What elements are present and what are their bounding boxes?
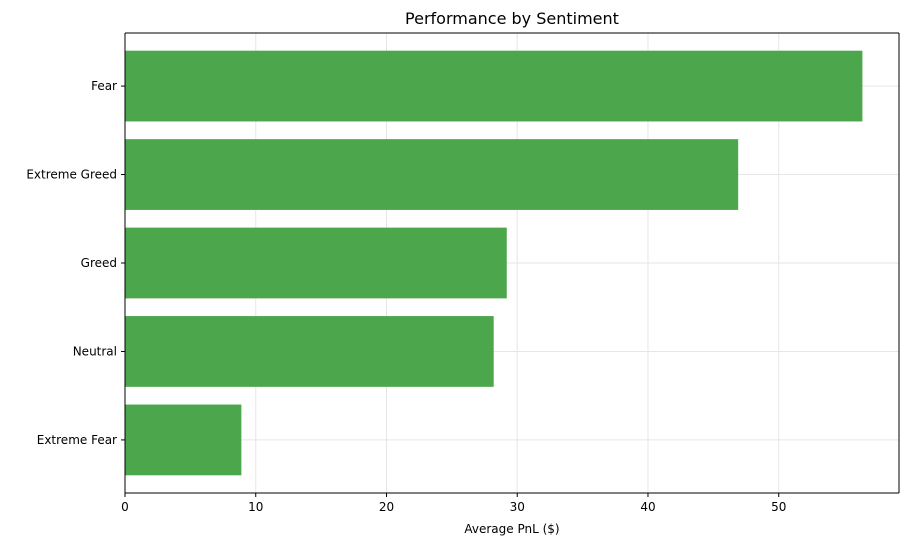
- y-tick-label: Greed: [81, 256, 117, 270]
- x-axis-label: Average PnL ($): [464, 522, 559, 536]
- y-axis-ticks: Extreme Fear Neutral Greed Extreme Greed Fea…: [26, 79, 125, 447]
- chart-title: Performance by Sentiment: [405, 9, 619, 28]
- x-tick-label: 40: [640, 500, 655, 514]
- y-tick-label: Neutral: [73, 344, 117, 358]
- x-tick-label: 30: [510, 500, 525, 514]
- bar-extreme-fear: [125, 404, 242, 476]
- y-tick-label: Extreme Greed: [26, 168, 117, 182]
- bar-fear: [125, 50, 863, 122]
- y-tick-label: Fear: [91, 79, 117, 93]
- bar-greed: [125, 227, 507, 299]
- x-tick-label: 0: [121, 500, 129, 514]
- y-tick-label: Extreme Fear: [37, 433, 117, 447]
- bar-extreme-greed: [125, 139, 739, 210]
- bar-neutral: [125, 316, 494, 387]
- x-tick-label: 10: [248, 500, 263, 514]
- bars: [125, 50, 863, 476]
- x-axis-ticks: 0 10 20 30 40 50: [121, 493, 786, 514]
- x-tick-label: 50: [771, 500, 786, 514]
- x-tick-label: 20: [379, 500, 394, 514]
